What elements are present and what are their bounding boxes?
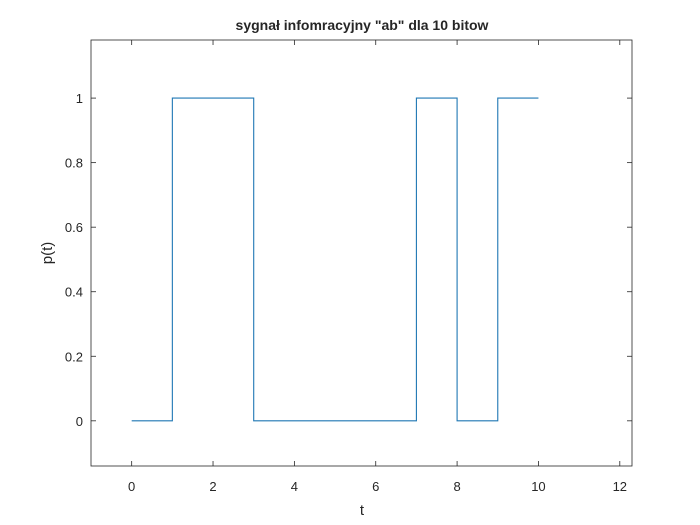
plot-area [90,39,633,467]
axis-ticks: 0 2 4 6 8 10 12 0 0.2 0.4 0.6 0.8 1 [65,40,632,494]
x-tick-label: 2 [209,479,216,494]
x-tick-label: 0 [128,479,135,494]
y-tick-label: 1 [76,91,83,106]
x-tick-label: 8 [453,479,460,494]
y-tick-label: 0.4 [65,285,83,300]
x-axis-label: t [360,502,365,519]
series-line-0 [131,97,539,422]
y-axis-label: p(t) [39,242,56,265]
chart-title: sygnał infomracyjny "ab" dla 10 bitow [236,17,489,33]
y-tick-label: 0 [76,414,83,429]
y-tick-label: 0.8 [65,156,83,171]
y-tick-label: 0.2 [65,349,83,364]
x-tick-label: 4 [291,479,298,494]
x-tick-label: 6 [372,479,379,494]
x-tick-label: 12 [613,479,627,494]
y-tick-label: 0.6 [65,220,83,235]
series-layer [131,97,539,422]
x-tick-label: 10 [531,479,545,494]
